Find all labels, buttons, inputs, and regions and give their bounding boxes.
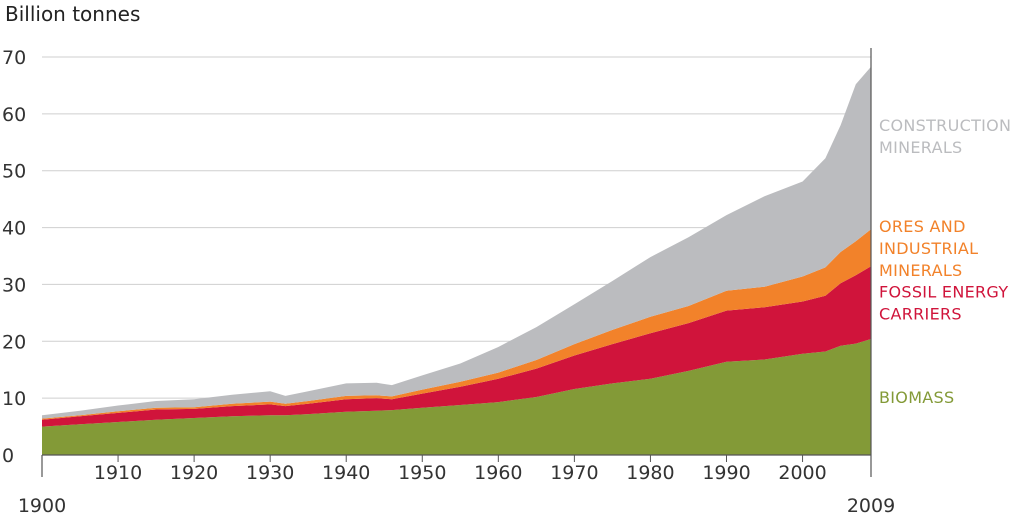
x-tick-label: 2009 (847, 495, 895, 517)
axes (41, 48, 872, 477)
stacked-areas (42, 66, 871, 455)
y-tick-label: 0 (2, 445, 14, 467)
x-tick-label: 1980 (626, 462, 674, 484)
y-axis-label: Billion tonnes (5, 2, 140, 26)
y-tick-label: 30 (2, 274, 26, 296)
y-tick-label: 40 (2, 218, 26, 240)
x-tick-label: 1920 (170, 462, 218, 484)
legend-label: INDUSTRIAL (879, 239, 978, 258)
x-tick-label: 1900 (18, 495, 66, 517)
x-tick-label: 1990 (702, 462, 750, 484)
series-area-1 (42, 266, 871, 427)
y-tick-label: 50 (2, 161, 26, 183)
legend-label: MINERALS (879, 138, 963, 157)
gridlines (42, 56, 871, 399)
y-tick-label: 70 (2, 47, 26, 69)
legend-label: CARRIERS (879, 305, 962, 324)
x-tick-label: 1950 (398, 462, 446, 484)
y-tick-label: 20 (2, 331, 26, 353)
y-tick-label: 10 (2, 388, 26, 410)
x-tick-label: 1960 (474, 462, 522, 484)
x-tick-label: 2000 (778, 462, 826, 484)
legend-label: FOSSIL ENERGY (879, 283, 1008, 302)
series-area-3 (42, 66, 871, 419)
legend-label: BIOMASS (879, 388, 954, 407)
legend: BIOMASS FOSSIL ENERGY CARRIERS ORES AND INDU… (879, 116, 1011, 407)
series-area-0 (42, 339, 871, 455)
legend-label: MINERALS (879, 261, 963, 280)
x-tick-label: 1940 (322, 462, 370, 484)
x-tick-label: 1930 (246, 462, 294, 484)
y-tick-label: 60 (2, 104, 26, 126)
tick-labels: 0 10 20 30 40 50 60 70 1900 1910 1920 1930 1940 1950 1… (2, 47, 895, 517)
legend-label: ORES AND (879, 217, 966, 236)
x-tick-label: 1970 (550, 462, 598, 484)
x-tick-label: 1910 (94, 462, 142, 484)
legend-label: CONSTRUCTION (879, 116, 1011, 135)
